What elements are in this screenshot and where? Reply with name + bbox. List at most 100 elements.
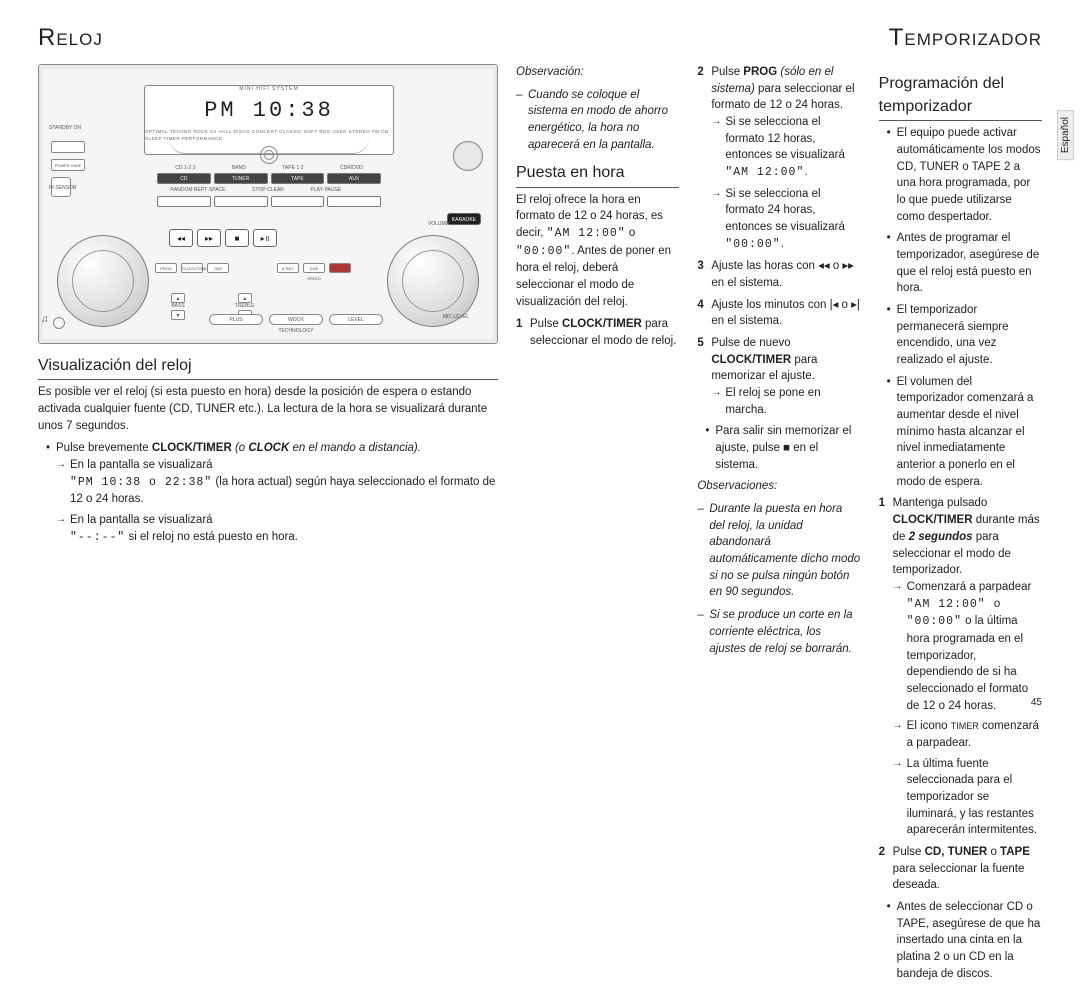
text: Pulse [530,318,562,330]
step-2: 2 Pulse CD, TUNER o TAPE para selecciona… [879,844,1042,894]
text: El reloj se pone en marcha. [725,387,820,416]
text: TAPE [1000,846,1030,858]
text: o la última hora programada en el tempor… [907,615,1028,711]
text: CLOCK [248,442,289,454]
ir-label: IR SENSOR [49,185,77,192]
btn: PLUS [209,314,263,325]
karaoke-button: KARAOKE [447,213,481,225]
obs-text: Si se produce un corte en la corriente e… [709,609,852,654]
heading-prog: Programación del temporizador [879,72,1042,121]
text: PROG [743,66,777,78]
step-4: 4Ajuste los minutos con |◂ o ▸| en el si… [697,297,860,330]
lbl: BAND [232,165,246,172]
text: CLOCK/TIMER [562,318,642,330]
text: El icono [907,720,951,732]
btn-record: RECORD [329,263,351,273]
rew-icon: ◂◂ [169,229,193,247]
sub-item: El reloj se pone en marcha. [711,385,860,418]
btn: DUB SPEED [303,263,325,273]
text: Pulse de nuevo [711,337,790,349]
text: TIMER [951,721,979,731]
headphone-icon: ♫ [41,313,49,328]
standby-label: STANDBY ON [49,125,81,132]
down-icon: ▾ [171,310,185,320]
ff-icon: ▸▸ [197,229,221,247]
lbl: CDR/DVD [340,165,363,172]
mic-label: MIC LEVEL [443,314,469,321]
lbl: RANDOM REPT·SPACE [170,187,225,194]
title-left: Reloj [38,24,103,52]
mini-label: MINI HIFI SYSTEM [239,86,298,93]
power-label: POWER SAVE [51,159,85,171]
step-3: 3Ajuste las horas con ◂◂ o ▸▸ en el sist… [697,258,860,291]
transport-buttons: ◂◂ ▸▸ ■ ▸॥ [169,229,277,247]
text: En la pantalla se visualizará [70,459,213,471]
heading-viz: Visualización del reloj [38,354,498,380]
text: "PM 10:38 o 22:38" [70,476,212,489]
stereo-illustration: MINI HIFI SYSTEM PM 10:38 OPTIMAL TECHNO… [38,64,498,344]
para-viz: Es posible ver el reloj (si esta puesto … [38,384,498,434]
up-icon: ▴ [171,293,185,303]
wide-buttons: PLUS WOOX TECHNOLOGY LEVEL [209,314,383,325]
up-icon: ▴ [238,293,252,303]
text: en el mando a distancia). [289,442,421,454]
headphone-jack [53,317,65,329]
step-1: 1 Pulse CLOCK/TIMER para seleccionar el … [516,316,679,349]
btn-aux: AUX [327,173,381,184]
btn: DIM [207,263,229,273]
language-tab: Español [1057,110,1074,160]
page-number: 45 [1031,697,1042,708]
sub-item: Comenzará a parpadear "AM 12:00" o "00:0… [893,579,1042,714]
list-item: El volumen del temporizador comenzará a … [887,374,1042,491]
sub-item: Si se selecciona el formato 24 horas, en… [711,186,860,254]
text: Si se selecciona el formato 12 horas, en… [725,116,845,161]
step-2: 2 Pulse PROG (sólo en el sistema) para s… [697,64,860,253]
step-1: 1 Mantenga pulsado CLOCK/TIMER durante m… [879,495,1042,838]
lbl: PLAY·PAUSE [310,187,341,194]
small-buttons: PROG CLOCK/TIMER DIM A·REC DUB SPEED REC… [155,263,351,273]
text: 2 segundos [909,531,973,543]
text: Pulse [893,846,925,858]
text: Mantenga pulsado [893,497,988,509]
btn: WOOX TECHNOLOGY [269,314,323,325]
button-rows: CD 1·2·3 BAND TAPE 1·2 CDR/DVD CD TUNER … [157,165,381,210]
text: CLOCK/TIMER [711,354,791,366]
list-item: Antes de programar el temporizador, aseg… [887,230,1042,297]
obs-heading: Observación: [516,66,584,78]
text: "00:00" [725,238,780,251]
text: CLOCK/TIMER [893,514,973,526]
text: "--:--" [70,531,125,544]
sub-item: En la pantalla se visualizará "--:--" si… [56,512,498,546]
text: Comenzará a parpadear [907,581,1032,593]
btn: CLOCK/TIMER [181,263,203,273]
list-item: El temporizador permanecerá siempre ence… [887,302,1042,369]
btn-cd: CD [157,173,211,184]
treble-label: TREBLE [235,303,254,310]
speaker-grille [453,141,483,171]
btn: A·REC [277,263,299,273]
text: o [626,227,636,239]
text: CD, TUNER [925,846,988,858]
sub-item: La última fuente seleccionada para el te… [893,756,1042,839]
stereo-display: MINI HIFI SYSTEM PM 10:38 OPTIMAL TECHNO… [144,85,394,155]
text: "AM 12:00" [725,166,804,179]
step-5: 5 Pulse de nuevo CLOCK/TIMER para memori… [697,335,860,418]
sub-item: En la pantalla se visualizará "PM 10:38 … [56,457,498,508]
sub-item: Si se selecciona el formato 12 horas, en… [711,114,860,182]
list-item: Para salir sin memorizar el ajuste, puls… [705,423,860,473]
text: (o [232,442,249,454]
text: Pulse brevemente [56,442,152,454]
obs-text: Cuando se coloque el sistema en modo de … [528,89,668,151]
obs-heading: Observaciones: [697,480,777,492]
left-knob [57,235,149,327]
btn-tuner: TUNER [214,173,268,184]
heading-set: Puesta en hora [516,161,679,187]
text: Ajuste los minutos con |◂ o ▸| en el sis… [711,299,860,328]
text: CLOCK/TIMER [152,442,232,454]
list-item: Pulse brevemente CLOCK/TIMER (o CLOCK en… [46,440,498,546]
bass-label: BASS [171,303,184,310]
text: o [987,846,1000,858]
lbl: STOP·CLEAR [252,187,284,194]
title-right: Temporizador [889,24,1042,52]
para-set: El reloj ofrece la hora en formato de 12… [516,192,679,311]
